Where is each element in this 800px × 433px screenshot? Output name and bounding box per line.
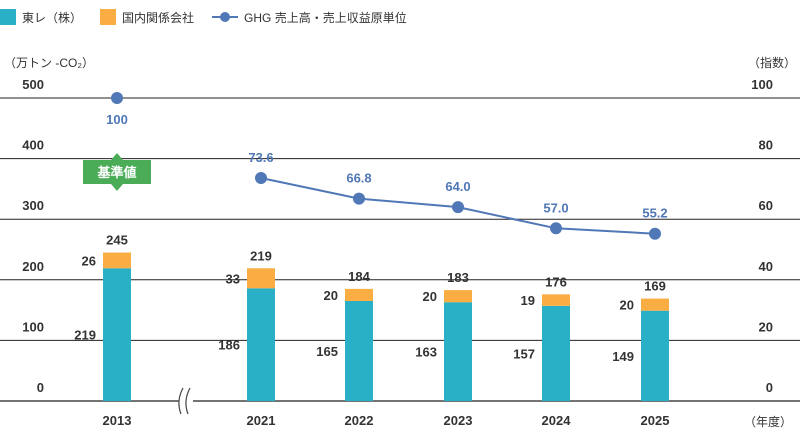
ghg-label: 55.2 [642, 206, 667, 221]
legend-label-domestic: 国内関係会社 [122, 10, 195, 25]
right-axis-unit: （指数） [748, 56, 797, 70]
bar-toray [641, 310, 669, 401]
legend-item-toray: 東レ（株） [0, 9, 82, 26]
bar-total-label: 183 [447, 270, 469, 285]
bar-domestic [444, 290, 472, 303]
left-tick-label: 100 [22, 319, 44, 334]
ghg-point [353, 192, 365, 205]
left-tick-label: 300 [22, 198, 44, 213]
ghg-point [111, 92, 123, 104]
left-tick-label: 400 [22, 138, 44, 153]
bar-domestic [103, 252, 131, 269]
x-tick-label: 2013 [103, 413, 132, 428]
legend-item-ghg: GHG 売上高・売上収益原単位 [212, 9, 407, 26]
baseline-badge [83, 153, 151, 191]
legend-label-ghg: GHG 売上高・売上収益原単位 [244, 10, 407, 25]
bar-toray [345, 301, 373, 401]
bar-label-toray: 157 [513, 346, 535, 361]
legend-item-domestic: 国内関係会社 [100, 9, 194, 26]
ghg-label: 64.0 [445, 179, 470, 194]
right-tick-label: 80 [759, 138, 773, 153]
left-tick-label: 0 [37, 380, 44, 395]
left-tick-label: 200 [22, 259, 44, 274]
bar-toray [444, 302, 472, 401]
x-tick-label: 2024 [542, 413, 572, 428]
bar-label-domestic: 19 [521, 293, 535, 308]
ghg-point [255, 171, 267, 184]
bar-label-toray: 165 [316, 344, 338, 359]
bar-domestic [247, 268, 275, 289]
bar-total-label: 169 [644, 279, 666, 294]
ghg-point [649, 227, 661, 240]
legend-swatch-toray [0, 9, 16, 25]
legend: 東レ（株） 国内関係会社 GHG 売上高・売上収益原単位 [0, 8, 425, 26]
ghg-point [550, 222, 562, 235]
axis-break-mark [178, 387, 184, 415]
right-tick-label: 60 [759, 198, 773, 213]
bar-toray [542, 305, 570, 401]
x-tick-label: 2021 [247, 413, 276, 428]
legend-marker-ghg [212, 9, 239, 25]
right-tick-label: 0 [766, 380, 773, 395]
right-tick-label: 20 [759, 319, 773, 334]
bar-total-label: 184 [348, 269, 370, 284]
bar-domestic [345, 288, 373, 302]
bar-label-toray: 163 [415, 345, 437, 360]
bar-total-label: 176 [545, 274, 567, 289]
bar-label-toray: 219 [74, 328, 96, 343]
x-tick-label: 2025 [641, 413, 670, 428]
legend-label-toray: 東レ（株） [22, 10, 83, 25]
right-tick-label: 40 [759, 259, 773, 274]
ghg-label: 100 [106, 112, 128, 127]
bar-label-toray: 186 [218, 338, 240, 353]
x-tick-label: 2022 [345, 413, 374, 428]
ghg-label: 73.6 [248, 150, 273, 165]
baseline-badge-label: 基準値 [96, 165, 136, 180]
bar-toray [247, 288, 275, 401]
legend-swatch-domestic [100, 9, 117, 25]
bar-total-label: 219 [250, 248, 272, 263]
bar-label-domestic: 20 [620, 298, 634, 313]
bar-domestic [641, 298, 669, 311]
left-tick-label: 500 [22, 77, 44, 92]
left-axis-unit: （万トン -CO₂） [4, 56, 94, 70]
bar-total-label: 245 [106, 233, 128, 248]
bar-label-domestic: 33 [226, 271, 240, 286]
bar-label-toray: 149 [612, 349, 634, 364]
x-tick-label: 2023 [444, 413, 473, 428]
axis-break-mark [185, 387, 191, 415]
bar-toray [103, 268, 131, 401]
ghg-point [452, 201, 464, 214]
bar-label-domestic: 26 [82, 253, 96, 268]
bar-domestic [542, 294, 570, 306]
x-axis-unit: （年度） [744, 415, 793, 429]
ghg-label: 57.0 [543, 200, 568, 215]
bar-label-domestic: 20 [423, 289, 437, 304]
bar-label-domestic: 20 [324, 288, 338, 303]
ghg-label: 66.8 [346, 171, 371, 186]
right-tick-label: 100 [751, 77, 773, 92]
